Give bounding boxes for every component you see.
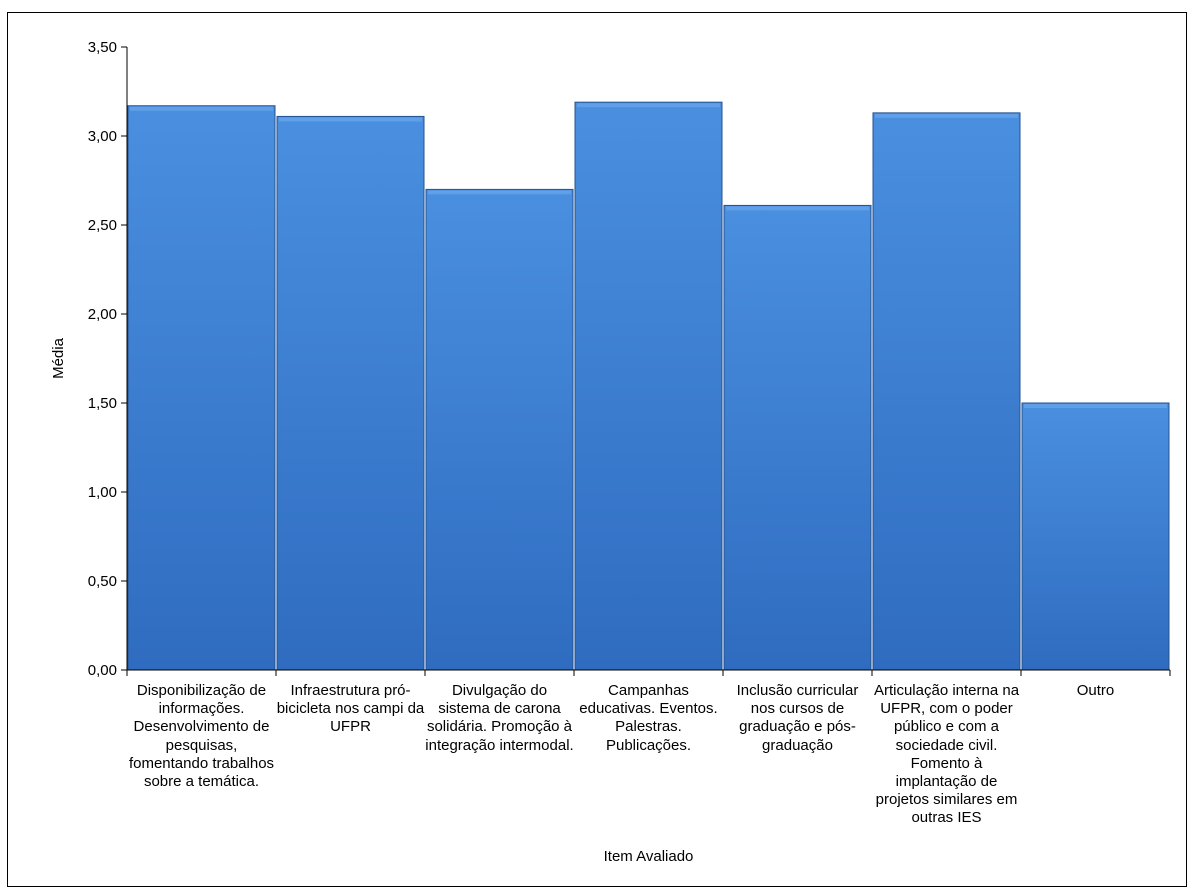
y-tick-label-3: 1,50 bbox=[88, 395, 117, 412]
bar-5 bbox=[723, 204, 872, 671]
bar-highlight-4 bbox=[577, 103, 720, 108]
x-tick-label-4: Campanhas educativas. Eventos. Palestras… bbox=[579, 682, 718, 754]
bar-4 bbox=[574, 101, 723, 671]
x-tick-label-5: Inclusão curricular nos cursos de gradua… bbox=[736, 682, 859, 754]
x-tick-label-7: Outro bbox=[1076, 682, 1115, 699]
bar-3 bbox=[425, 188, 574, 671]
y-tick-label-5: 2,50 bbox=[88, 217, 117, 234]
bar-6 bbox=[872, 112, 1021, 671]
y-tick-label-1: 0,50 bbox=[88, 573, 117, 590]
y-axis-label: Média bbox=[49, 337, 67, 379]
y-tick-label-6: 3,00 bbox=[88, 128, 117, 145]
x-tick-label-2: Infraestrutura pró-bicicleta nos campi d… bbox=[276, 682, 425, 736]
bar-1 bbox=[127, 105, 276, 671]
bar-highlight-6 bbox=[875, 113, 1018, 118]
bar-highlight-2 bbox=[279, 117, 422, 122]
y-tick-label-0: 0,00 bbox=[88, 662, 117, 679]
x-tick-label-6: Articulação interna na UFPR, com o poder… bbox=[873, 682, 1020, 827]
y-tick-label-2: 1,00 bbox=[88, 484, 117, 501]
bar-highlight-1 bbox=[130, 106, 273, 111]
x-tick-label-1: Disponibilização de informações. Desenvo… bbox=[128, 682, 275, 791]
y-tick-label-4: 2,00 bbox=[88, 306, 117, 323]
bar-2 bbox=[276, 115, 425, 671]
bar-highlight-5 bbox=[726, 206, 869, 211]
x-axis-label: Item Avaliado bbox=[603, 848, 694, 865]
bar-highlight-7 bbox=[1024, 404, 1167, 408]
x-tick-label-3: Divulgação do sistema de carona solidári… bbox=[425, 682, 574, 754]
y-tick-label-7: 3,50 bbox=[88, 39, 117, 56]
bar-7 bbox=[1021, 402, 1170, 671]
bar-highlight-3 bbox=[428, 190, 571, 195]
